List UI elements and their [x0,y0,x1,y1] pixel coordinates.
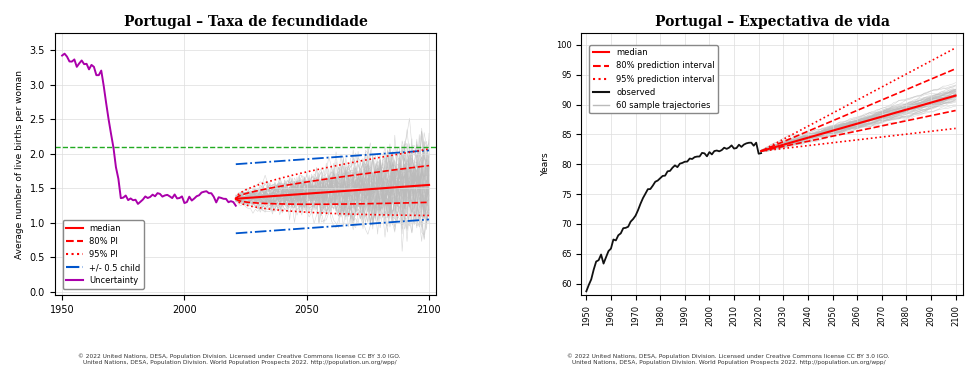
Text: © 2022 United Nations, DESA, Population Division. Licensed under Creative Common: © 2022 United Nations, DESA, Population … [78,354,401,365]
Y-axis label: Average number of live births per woman: Average number of live births per woman [15,70,24,259]
Y-axis label: Years: Years [541,152,550,176]
Legend: median, 80% prediction interval, 95% prediction interval, observed, 60 sample tr: median, 80% prediction interval, 95% pre… [589,45,717,113]
Text: © 2022 United Nations, DESA, Population Division. Licensed under Creative Common: © 2022 United Nations, DESA, Population … [567,354,889,365]
Legend: median, 80% PI, 95% PI, +/- 0.5 child, Uncertainty: median, 80% PI, 95% PI, +/- 0.5 child, U… [63,220,144,289]
Title: Portugal – Expectativa de vida: Portugal – Expectativa de vida [654,15,889,29]
Title: Portugal – Taxa de fecundidade: Portugal – Taxa de fecundidade [123,15,367,29]
